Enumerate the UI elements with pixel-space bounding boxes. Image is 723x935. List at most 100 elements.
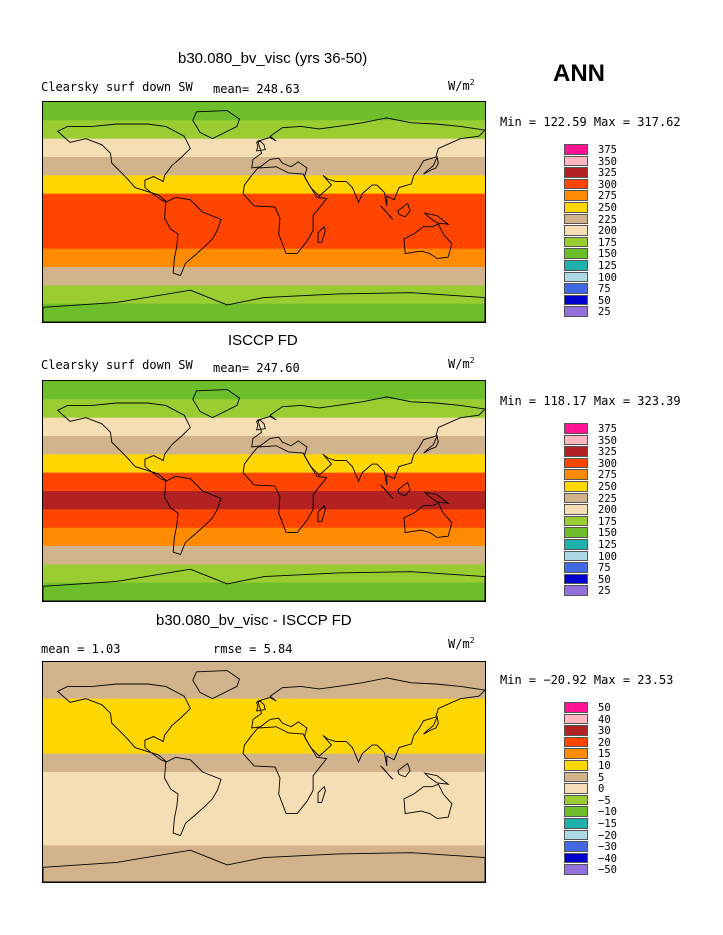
coastline (192, 670, 240, 700)
zonal-band (43, 303, 485, 322)
zonal-band (43, 582, 485, 601)
legend-swatch (564, 818, 588, 829)
legend-swatch (564, 283, 588, 294)
panel1-units: W/m2 (448, 78, 475, 93)
legend-label: 325 (598, 446, 617, 459)
legend-label: 175 (598, 236, 617, 249)
panel1-mean: mean= 248.63 (213, 82, 300, 96)
coastline (192, 110, 240, 140)
legend-swatch (564, 539, 588, 550)
panel3-minmax: Min = −20.92 Max = 23.53 (500, 673, 674, 687)
zonal-band (43, 772, 485, 791)
zonal-band (43, 863, 485, 882)
panel2-mean: mean= 247.60 (213, 361, 300, 375)
legend-label: 25 (598, 306, 611, 319)
legend-label: −20 (598, 829, 617, 842)
coastline (56, 402, 191, 482)
panel1-minmax: Min = 122.59 Max = 317.62 (500, 115, 681, 129)
coastline (192, 389, 240, 419)
legend-swatch (564, 736, 588, 748)
coastline (256, 140, 266, 152)
season-label: ANN (553, 60, 605, 87)
coastline (403, 502, 453, 538)
legend-label: 300 (598, 178, 617, 191)
coastline (256, 700, 266, 712)
legend-swatch (564, 167, 588, 178)
legend-label: 5 (598, 771, 605, 784)
zonal-band (43, 381, 485, 400)
legend-swatch (564, 190, 588, 201)
legend-label: 125 (598, 260, 617, 272)
panel3-map-svg (43, 662, 485, 882)
legend-swatch (564, 423, 588, 434)
panel2-legend: 375 350 325 300 275 250 225 200 175 150 125 100 75 50… (564, 423, 634, 598)
coastline (251, 677, 485, 766)
legend-label: 50 (598, 702, 611, 714)
legend-swatch (564, 725, 588, 736)
coastline (43, 568, 485, 601)
legend-label: 225 (598, 492, 617, 505)
coastline (242, 166, 328, 255)
coastline (397, 762, 411, 778)
legend-swatch (564, 178, 588, 190)
zonal-band (43, 248, 485, 268)
panel1-title: b30.080_bv_visc (yrs 36-50) (178, 50, 368, 67)
coastline (164, 475, 222, 556)
coastline (317, 785, 326, 804)
zonal-band (43, 527, 485, 547)
panel1-variable-label: Clearsky surf down SW (41, 80, 193, 94)
legend-swatch (564, 702, 588, 713)
legend-swatch (564, 748, 588, 759)
coastline (423, 212, 450, 225)
legend-label: 250 (598, 202, 617, 214)
legend-swatch (564, 144, 588, 155)
panel2-variable-label: Clearsky surf down SW (41, 358, 193, 372)
legend-swatch (564, 294, 588, 306)
zonal-band (43, 662, 485, 681)
coastline (43, 289, 485, 322)
coastline (56, 683, 191, 763)
coastline (242, 445, 328, 534)
legend-label: 325 (598, 167, 617, 180)
zonal-band (43, 827, 485, 846)
legend-label: 375 (598, 144, 617, 156)
coastline (256, 419, 266, 431)
panel3-map (42, 661, 486, 883)
panel3-legend: 50 40 30 20 15 10 5 0 −5 −10 −15 −20 −30 −40 −50 (564, 702, 634, 877)
zonal-band (43, 138, 485, 158)
panel2-map-svg (43, 381, 485, 601)
legend-swatch (564, 829, 588, 841)
zonal-band (43, 546, 485, 565)
coastline (251, 117, 485, 206)
legend-swatch (564, 306, 588, 317)
legend-swatch (564, 271, 588, 283)
legend-swatch (564, 481, 588, 492)
zonal-band (43, 564, 485, 584)
legend-swatch (564, 434, 588, 446)
legend-label: −30 (598, 841, 617, 854)
coastline (164, 196, 222, 277)
zonal-band (43, 436, 485, 455)
legend-swatch (564, 515, 588, 527)
legend-swatch (564, 248, 588, 259)
panel2-title: ISCCP FD (228, 332, 298, 349)
legend-label: 10 (598, 760, 611, 772)
legend-label: 350 (598, 155, 617, 168)
legend-label: −5 (598, 794, 611, 807)
legend-swatch (564, 236, 588, 248)
coastline (423, 491, 450, 504)
zonal-band (43, 735, 485, 755)
legend-label: 150 (598, 527, 617, 540)
legend-label: 175 (598, 515, 617, 528)
legend-swatch (564, 225, 588, 236)
zonal-band (43, 102, 485, 121)
legend-swatch (564, 585, 588, 596)
legend-label: 375 (598, 423, 617, 435)
legend-swatch (564, 852, 588, 864)
legend-swatch (564, 457, 588, 469)
legend-label: 150 (598, 248, 617, 261)
legend-swatch (564, 841, 588, 852)
legend-label: 25 (598, 585, 611, 598)
coastline (317, 225, 326, 244)
legend-label: 50 (598, 294, 611, 307)
